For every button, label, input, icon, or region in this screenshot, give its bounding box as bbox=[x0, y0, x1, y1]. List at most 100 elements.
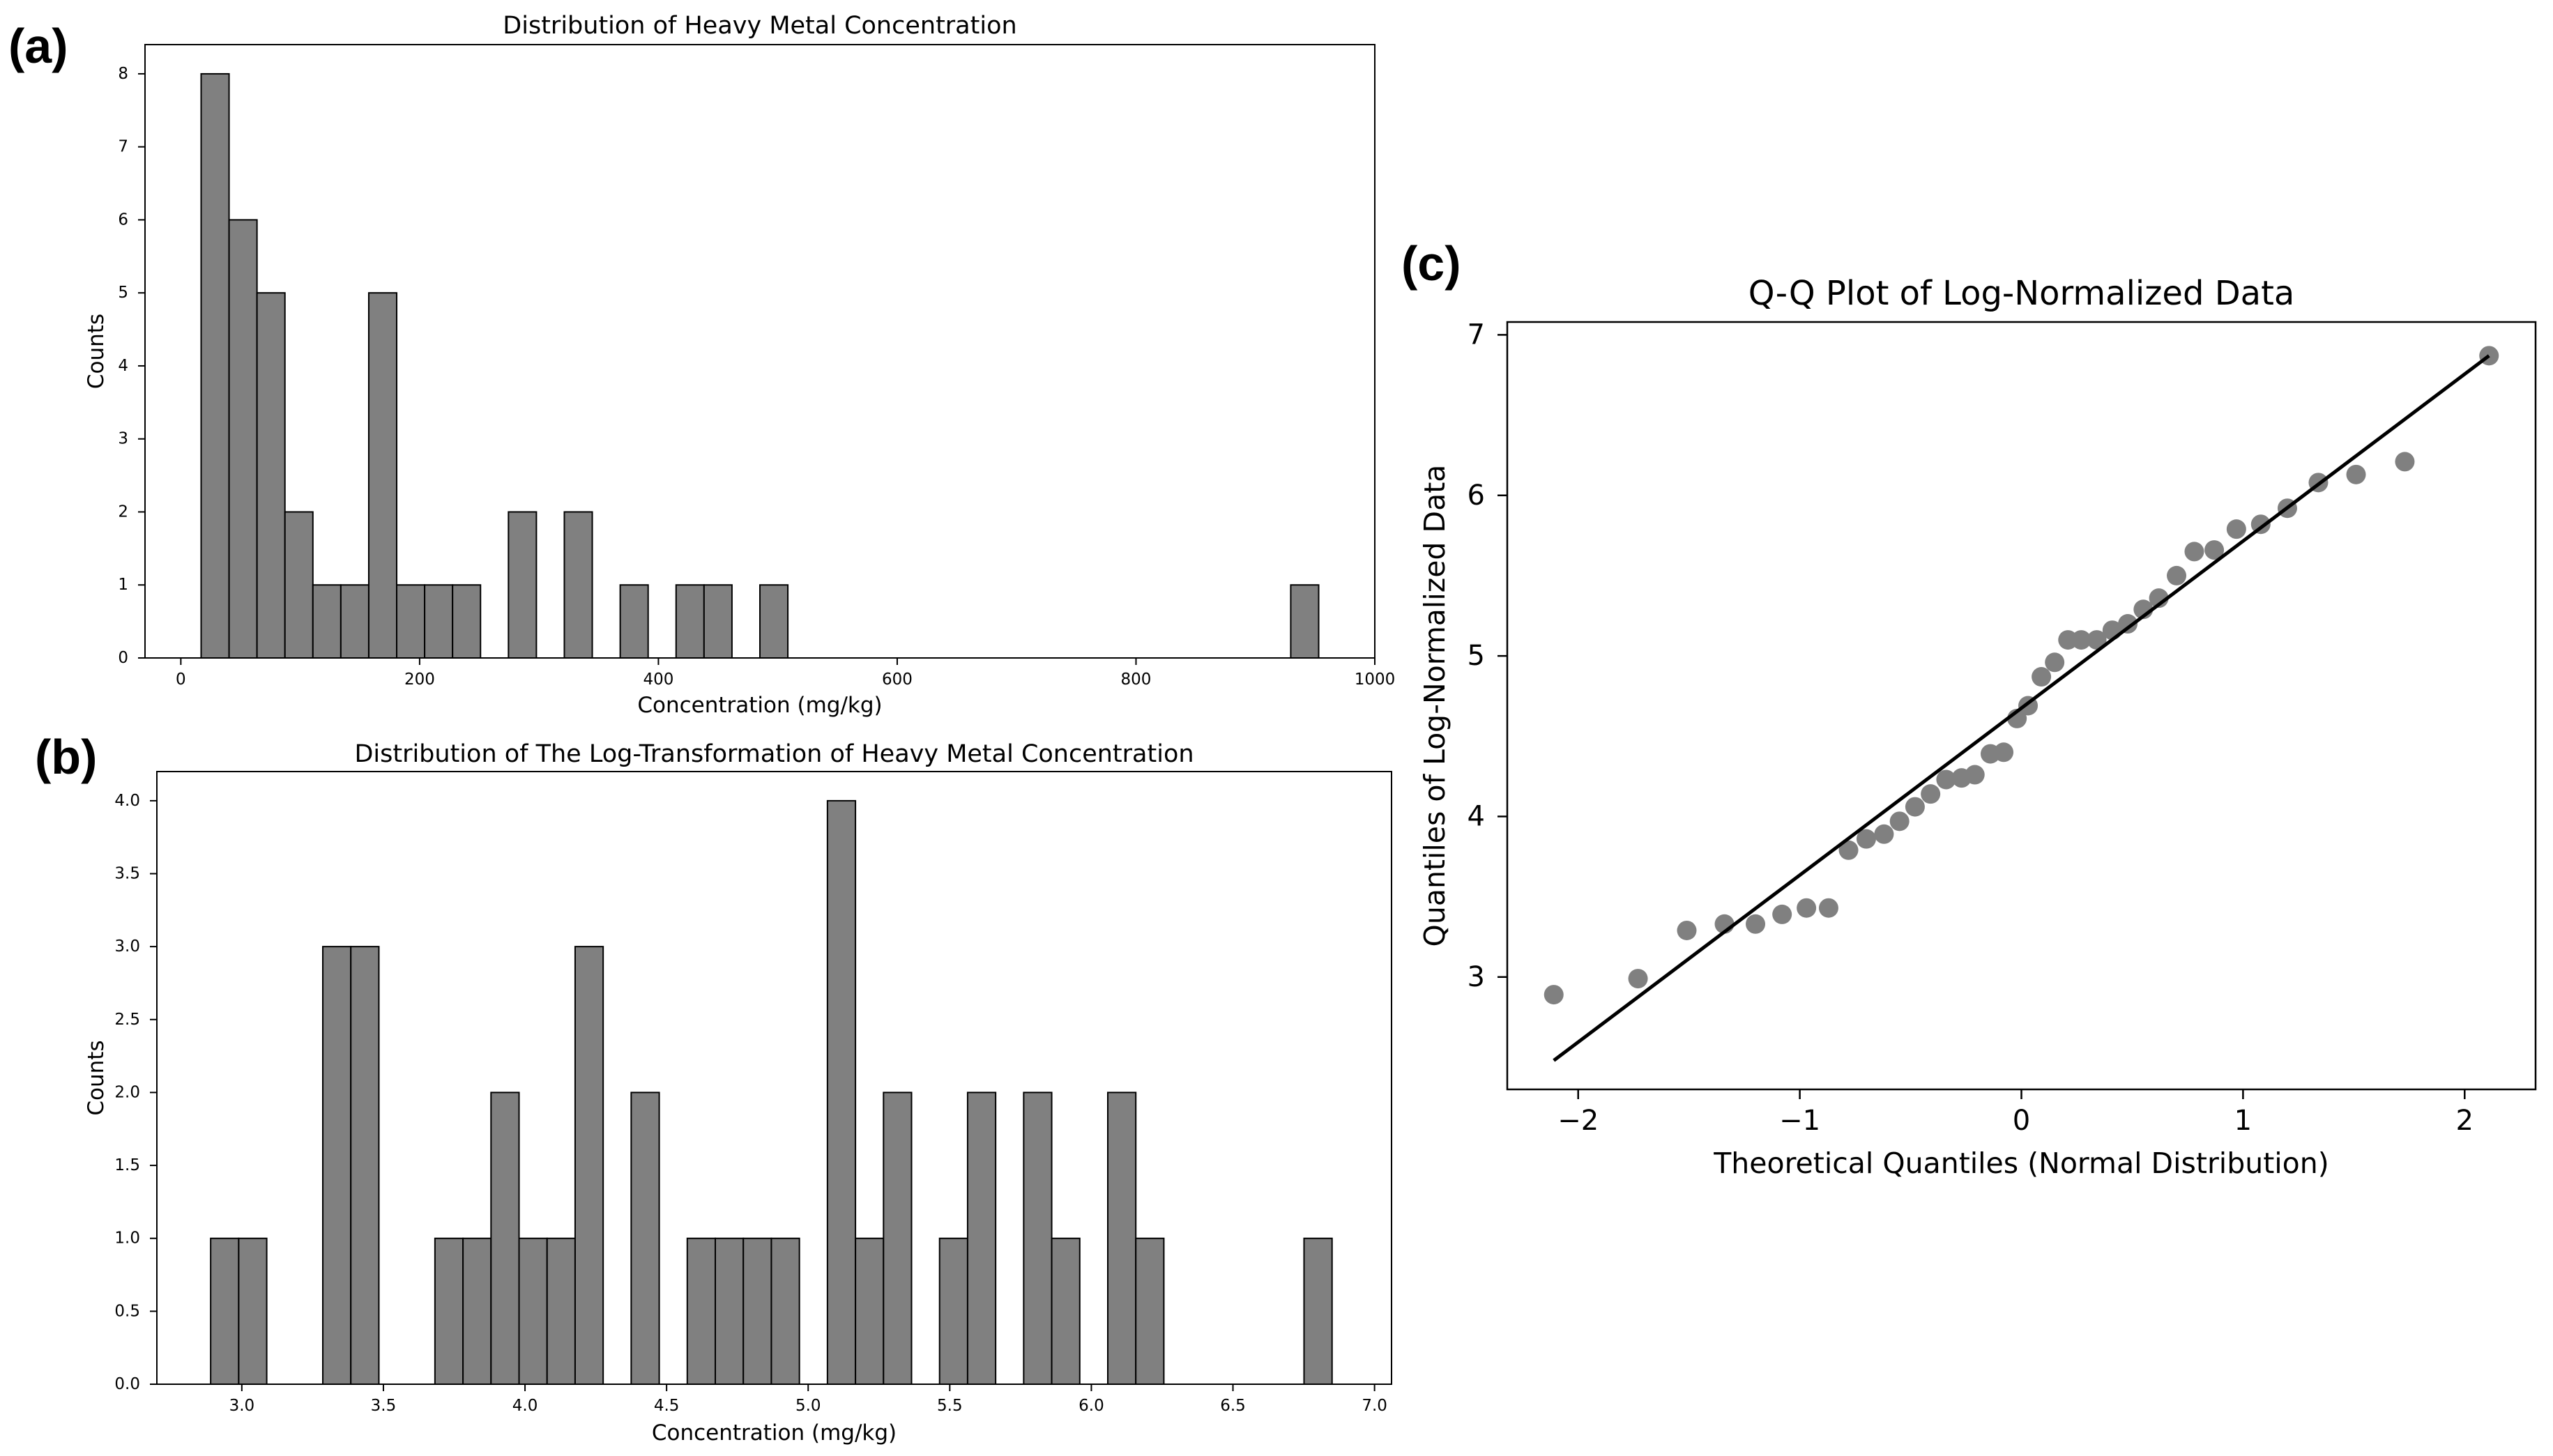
qq-point bbox=[2395, 452, 2415, 472]
qq-point bbox=[1797, 898, 1817, 918]
histogram-bar bbox=[452, 584, 482, 659]
qq-point bbox=[1994, 742, 2014, 763]
histogram-bar bbox=[518, 1237, 548, 1385]
plot-frame bbox=[156, 771, 1392, 1385]
qq-point bbox=[2184, 542, 2204, 562]
qq-point bbox=[2250, 514, 2271, 535]
qq-point bbox=[1905, 797, 1925, 817]
x-tick-label: 1 bbox=[2234, 1105, 2252, 1137]
y-tick-label: 3.5 bbox=[114, 865, 140, 883]
qq-point bbox=[1856, 829, 1876, 849]
histogram-raw-concentration: 0 200 400 600 800 1000 0 1 2 3 4 5 6 7 8 Distribution… bbox=[84, 12, 1395, 718]
x-tick-label: 5.0 bbox=[795, 1397, 821, 1415]
y-axis-ticks: 0 1 2 3 4 5 6 7 8 bbox=[118, 65, 145, 667]
qq-point bbox=[1874, 824, 1894, 844]
histogram-bar bbox=[938, 1237, 968, 1385]
histogram-bar bbox=[742, 1237, 772, 1385]
x-tick-label: 1000 bbox=[1355, 670, 1396, 689]
histogram-bar bbox=[424, 584, 454, 659]
qq-point bbox=[1889, 811, 1910, 832]
histogram-bar bbox=[563, 511, 593, 659]
qq-points bbox=[1544, 346, 2499, 1005]
y-tick-label: 7 bbox=[1468, 319, 1485, 351]
x-tick-label: 6.5 bbox=[1220, 1397, 1246, 1415]
histogram-bar bbox=[883, 1091, 913, 1386]
histogram-bar bbox=[490, 1091, 520, 1386]
y-tick-label: 1.0 bbox=[114, 1229, 140, 1248]
y-tick-label: 0 bbox=[118, 649, 128, 667]
histogram-bar bbox=[574, 946, 604, 1385]
histogram-bar bbox=[1290, 584, 1320, 659]
histogram-bar bbox=[1135, 1237, 1165, 1385]
histogram-bar bbox=[367, 292, 398, 659]
qq-point bbox=[2071, 630, 2091, 650]
qq-plot: −2 −1 0 1 2 3 4 5 6 7 Q-Q Plot of Log-Normalized… bbox=[1418, 274, 2537, 1180]
histogram-bar bbox=[350, 946, 380, 1385]
y-tick-label: 6 bbox=[118, 210, 128, 229]
x-axis-ticks: −2 −1 0 1 2 bbox=[1557, 1089, 2474, 1137]
x-tick-label: 0 bbox=[2013, 1105, 2030, 1137]
qq-point bbox=[1838, 840, 1859, 860]
y-tick-label: 3 bbox=[118, 430, 128, 448]
x-axis-ticks: 0 200 400 600 800 1000 bbox=[176, 658, 1395, 689]
y-axis-label: Counts bbox=[84, 314, 109, 389]
y-tick-label: 0.5 bbox=[114, 1302, 140, 1320]
histogram-bar bbox=[340, 584, 369, 659]
x-axis-label: Concentration (mg/kg) bbox=[652, 1420, 897, 1446]
histogram-bars bbox=[210, 799, 1333, 1386]
x-tick-label: 800 bbox=[1121, 670, 1152, 689]
chart-title: Distribution of Heavy Metal Concentratio… bbox=[503, 12, 1016, 40]
qq-point bbox=[2226, 519, 2246, 539]
histogram-bar bbox=[434, 1237, 464, 1385]
panel-label-a: (a) bbox=[8, 19, 68, 73]
histogram-bar bbox=[546, 1237, 576, 1385]
y-tick-label: 4 bbox=[1468, 800, 1485, 832]
plot-frame bbox=[144, 44, 1375, 659]
histogram-bar bbox=[715, 1237, 745, 1385]
qq-point bbox=[1677, 920, 1697, 940]
y-tick-label: 3.0 bbox=[114, 937, 140, 956]
x-axis-label: Theoretical Quantiles (Normal Distributi… bbox=[1713, 1147, 2329, 1180]
qq-point bbox=[2087, 630, 2107, 650]
y-tick-label: 6 bbox=[1468, 480, 1485, 512]
x-tick-label: 3.0 bbox=[229, 1397, 255, 1415]
x-tick-label: 400 bbox=[643, 670, 673, 689]
y-tick-label: 5 bbox=[1468, 640, 1485, 672]
panel-label-c: (c) bbox=[1401, 236, 1461, 291]
histogram-bar bbox=[1051, 1237, 1081, 1385]
qq-point bbox=[2045, 652, 2065, 673]
histogram-bar bbox=[284, 511, 314, 659]
x-axis-ticks: 3.0 3.5 4.0 4.5 5.0 5.5 6.0 6.5 7.0 bbox=[229, 1384, 1387, 1415]
y-tick-label: 3 bbox=[1468, 961, 1485, 993]
histogram-bar bbox=[508, 511, 538, 659]
histogram-bar bbox=[1106, 1091, 1137, 1386]
y-tick-label: 4 bbox=[118, 357, 128, 375]
x-tick-label: 4.5 bbox=[654, 1397, 680, 1415]
histogram-bar bbox=[312, 584, 342, 659]
x-tick-label: −1 bbox=[1779, 1105, 1820, 1137]
histogram-bar bbox=[759, 584, 789, 659]
x-tick-label: 600 bbox=[882, 670, 913, 689]
histogram-bar bbox=[966, 1091, 997, 1386]
histogram-bar bbox=[855, 1237, 885, 1385]
histogram-bar bbox=[322, 946, 352, 1385]
chart-title: Distribution of The Log-Transformation o… bbox=[354, 740, 1194, 768]
panel-label-b: (b) bbox=[35, 730, 97, 784]
qq-point bbox=[1921, 784, 1941, 804]
histogram-bar bbox=[1303, 1237, 1333, 1385]
x-axis-label: Concentration (mg/kg) bbox=[637, 693, 882, 718]
x-tick-label: 6.0 bbox=[1079, 1397, 1104, 1415]
histogram-bar bbox=[675, 584, 705, 659]
y-axis-ticks: 3 4 5 6 7 bbox=[1468, 319, 1507, 993]
y-tick-label: 1.5 bbox=[114, 1156, 140, 1174]
qq-point bbox=[1544, 985, 1564, 1005]
x-tick-label: 2 bbox=[2456, 1105, 2474, 1137]
histogram-bar bbox=[462, 1237, 492, 1385]
y-tick-label: 2 bbox=[118, 503, 128, 521]
y-tick-label: 5 bbox=[118, 284, 128, 302]
y-axis-label: Quantiles of Log-Normalized Data bbox=[1418, 465, 1451, 947]
histogram-bar bbox=[619, 584, 649, 659]
x-tick-label: 0 bbox=[176, 670, 186, 689]
histogram-bar bbox=[1023, 1091, 1053, 1386]
